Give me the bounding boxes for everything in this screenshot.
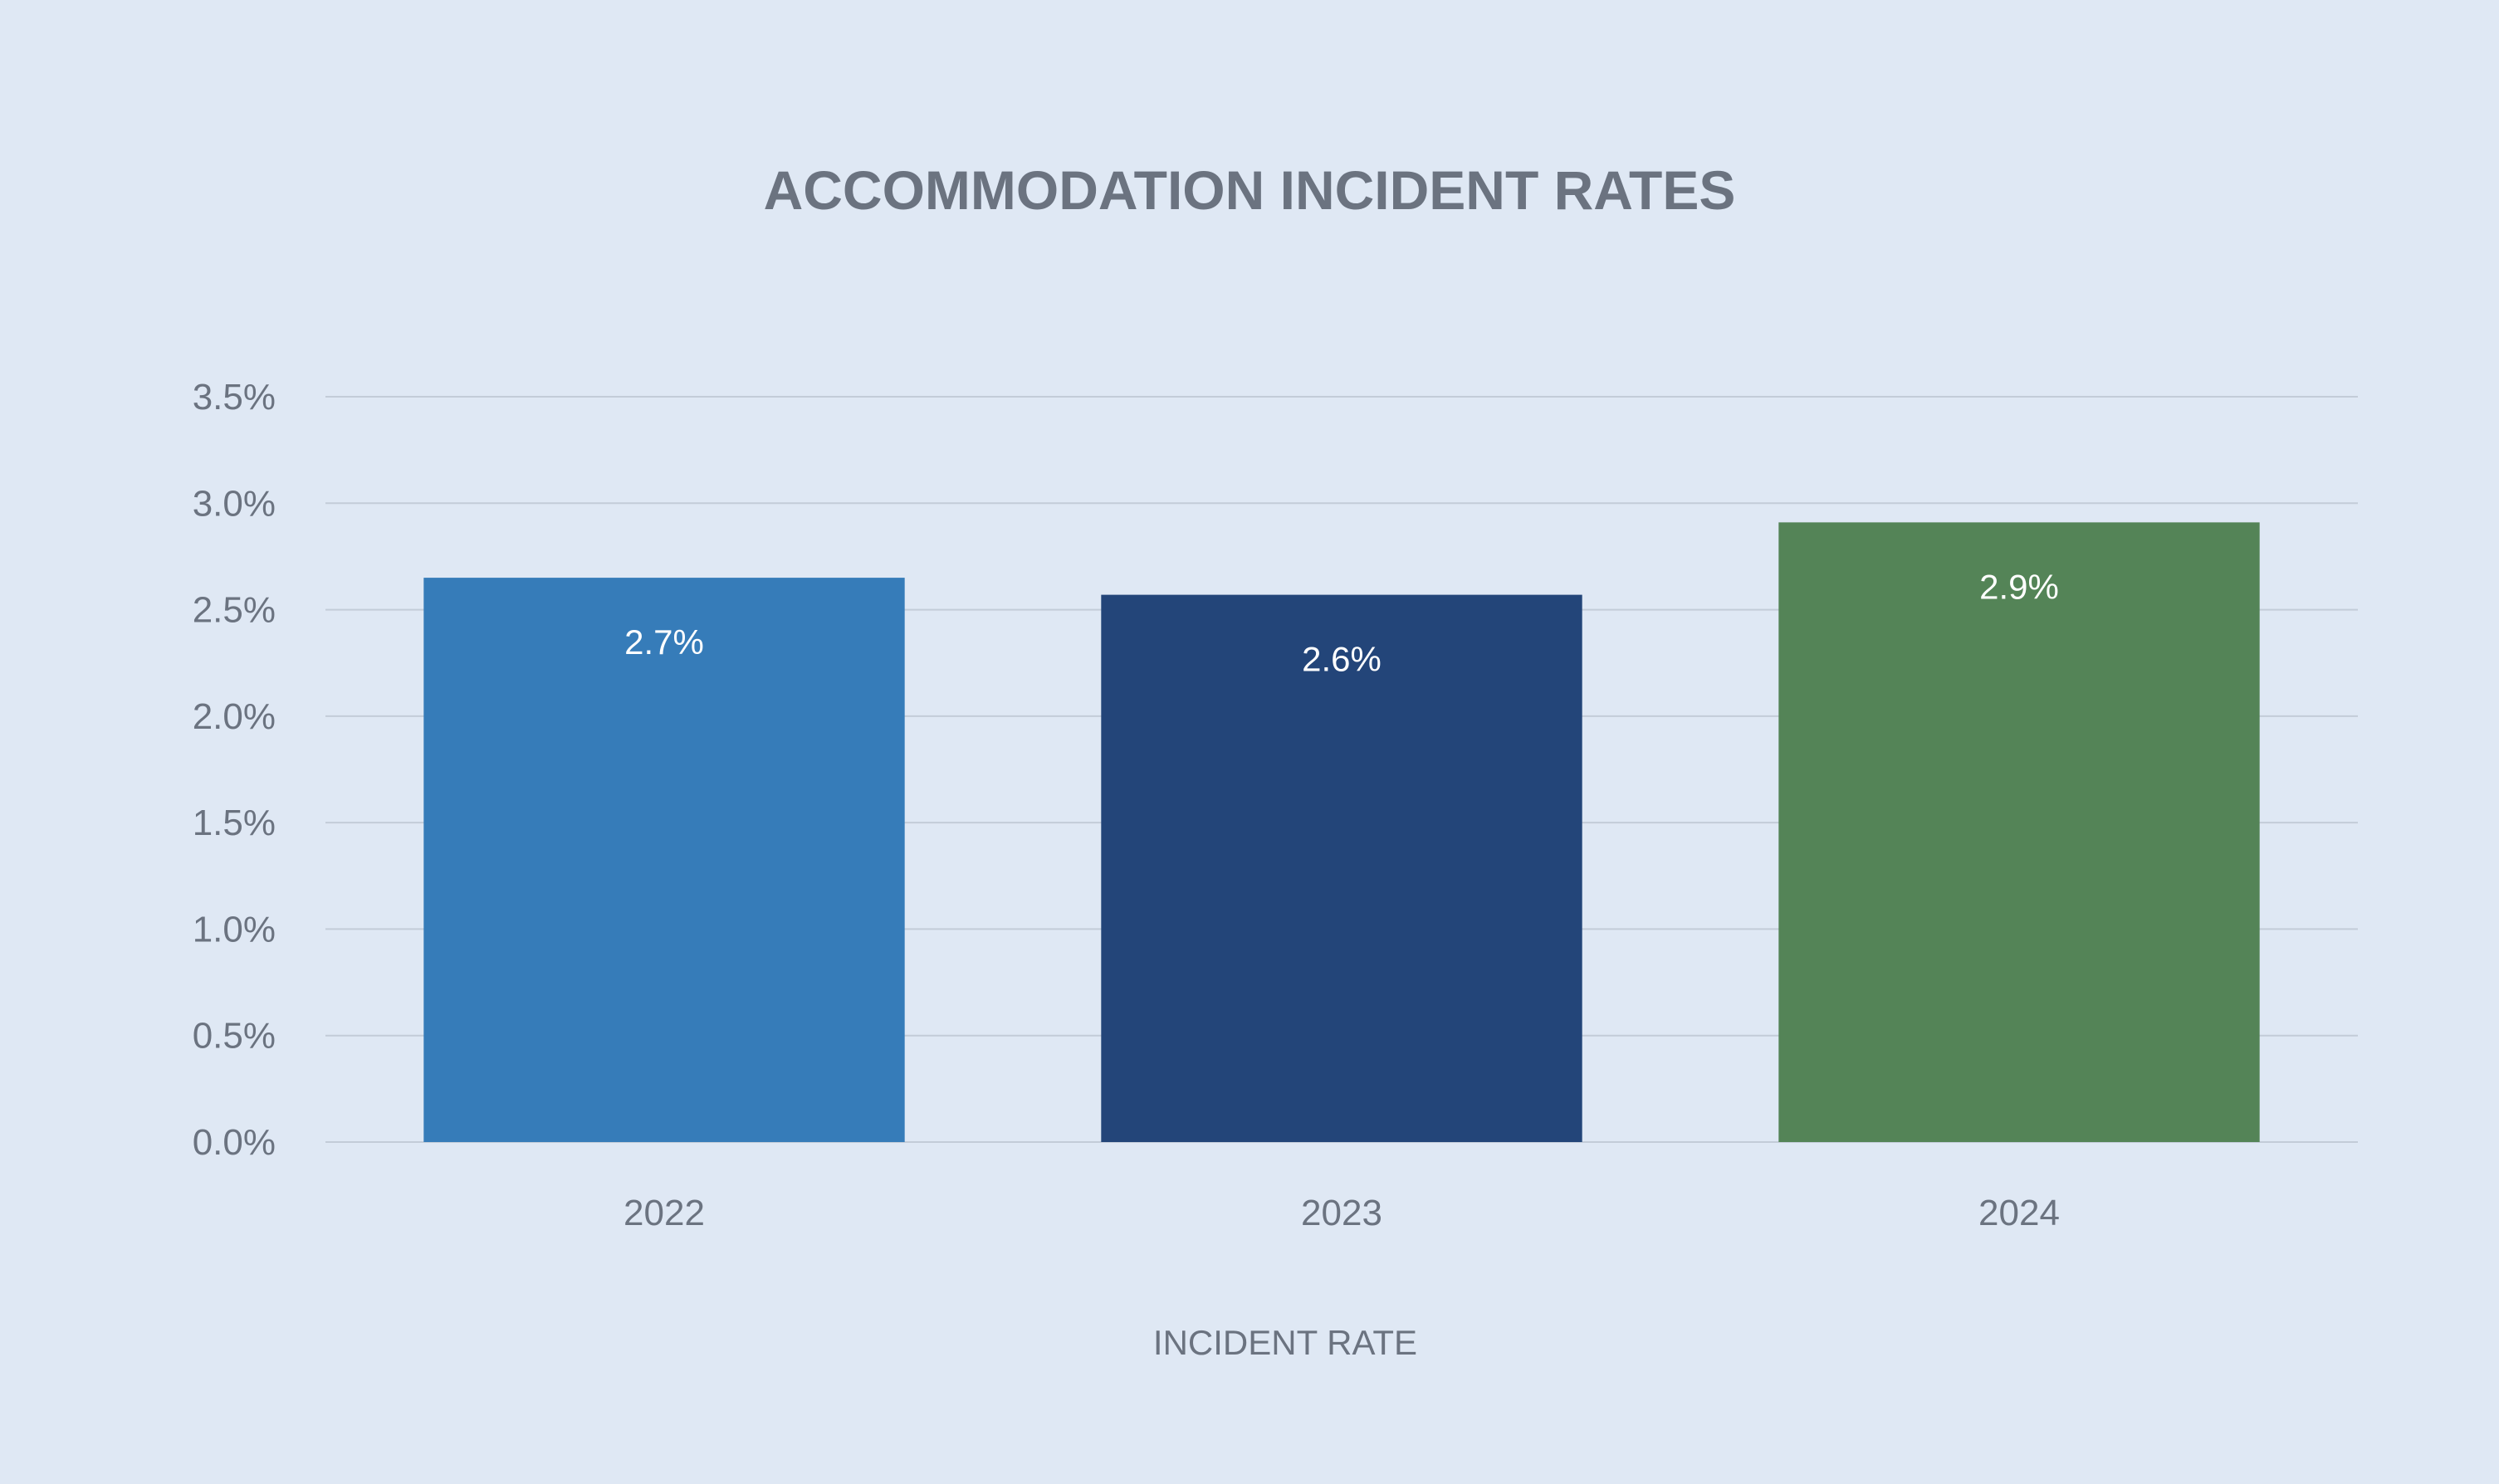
y-tick-label: 3.0%	[193, 483, 276, 524]
x-tick-label-2024: 2024	[1978, 1193, 2060, 1233]
y-tick-label: 0.5%	[193, 1016, 276, 1057]
data-labels: 2.7% 2.6% 2.9%	[624, 567, 2059, 678]
x-axis-title: INCIDENT RATE	[1153, 1323, 1417, 1362]
bar-2023	[1101, 594, 1582, 1142]
y-tick-label: 2.5%	[193, 590, 276, 631]
y-axis-ticks: 0.0% 0.5% 1.0% 1.5% 2.0% 2.5% 3.0% 3.5%	[193, 377, 276, 1163]
x-axis-ticks: 2022 2023 2024	[624, 1193, 2060, 1233]
chart-title: ACCOMMODATION INCIDENT RATES	[764, 159, 1736, 221]
y-tick-label: 3.5%	[193, 377, 276, 417]
data-label-2024: 2.9%	[1979, 567, 2059, 606]
y-tick-label: 2.0%	[193, 696, 276, 737]
bar-2022	[423, 578, 905, 1142]
y-tick-label: 1.0%	[193, 909, 276, 949]
bars	[423, 522, 2260, 1142]
data-label-2023: 2.6%	[1302, 640, 1382, 679]
x-tick-label-2022: 2022	[624, 1193, 705, 1233]
data-label-2022: 2.7%	[624, 622, 704, 661]
y-tick-label: 1.5%	[193, 803, 276, 843]
y-tick-label: 0.0%	[193, 1122, 276, 1163]
x-tick-label-2023: 2023	[1301, 1193, 1382, 1233]
bar-2024	[1778, 522, 2260, 1142]
